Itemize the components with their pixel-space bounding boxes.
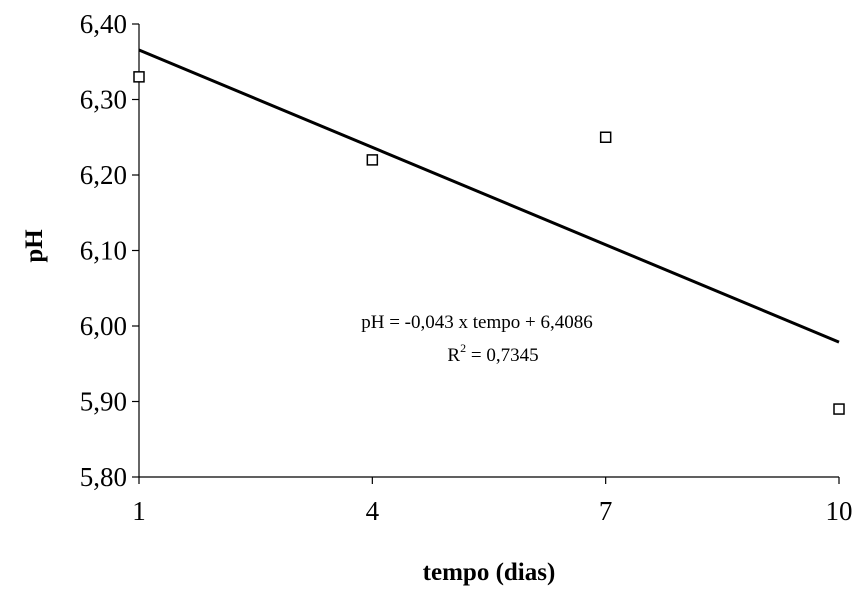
data-points (133, 71, 845, 415)
y-tick-label: 5,90 (80, 387, 127, 417)
data-point (133, 71, 145, 83)
trendline (138, 48, 840, 344)
data-point (599, 131, 612, 143)
regression-equation: pH = -0,043 x tempo + 6,4086 (361, 312, 592, 333)
y-tick-label: 6,10 (80, 236, 127, 266)
x-tick-label: 4 (366, 496, 380, 526)
r-squared-label: R2 = 0,7345 (447, 341, 538, 366)
y-axis-ticks: 5,80 5,90 6,00 6,10 6,20 6,30 6,40 (80, 9, 139, 492)
r-squared-value: = 0,7345 (466, 345, 538, 366)
x-axis-title: tempo (dias) (423, 559, 556, 586)
data-point (833, 403, 845, 415)
x-axis-ticks: 1 4 7 10 (132, 477, 853, 526)
y-tick-label: 6,30 (80, 85, 127, 115)
trendline-group (138, 48, 840, 344)
y-tick-label: 6,00 (80, 311, 127, 341)
axes (138, 24, 839, 478)
r-squared-prefix: R (447, 345, 460, 366)
y-tick-label: 6,40 (80, 9, 127, 39)
data-point (366, 154, 379, 166)
y-tick-label: 5,80 (80, 462, 127, 492)
y-tick-label: 6,20 (80, 160, 127, 190)
x-tick-label: 1 (132, 496, 146, 526)
x-tick-label: 10 (826, 496, 853, 526)
x-tick-label: 7 (599, 496, 613, 526)
r-squared-exponent: 2 (460, 341, 466, 355)
y-axis-title: pH (21, 229, 48, 263)
